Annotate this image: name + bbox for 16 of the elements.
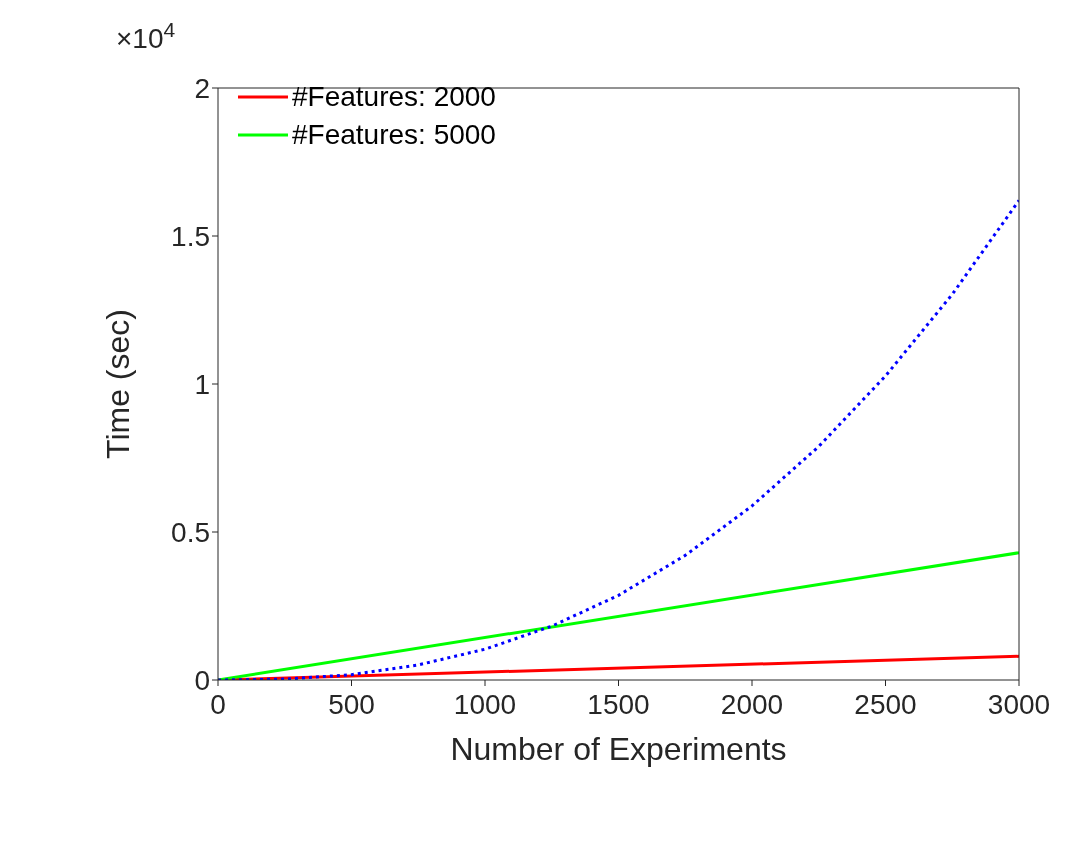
y-tick-label: 0 <box>194 664 210 696</box>
x-tick-label: 2000 <box>720 689 784 720</box>
x-tick-label: 500 <box>328 689 375 720</box>
x-axis-title: Number of Experiments <box>450 731 787 767</box>
y-tick-label: 2 <box>194 72 210 104</box>
y-tick-label: 0.5 <box>171 516 210 548</box>
x-tick-label: 1500 <box>587 689 650 720</box>
legend-label: #Features: 2000 <box>292 81 496 113</box>
x-tick-label: 3000 <box>987 689 1051 720</box>
y-tick-label: 1.5 <box>171 220 210 252</box>
text: ×10$^{4}$ <box>116 17 176 54</box>
x-tick-label: 2500 <box>854 689 917 720</box>
y-tick-label: 1 <box>194 368 210 400</box>
legend-label: #Features: 5000 <box>292 119 496 151</box>
y-axis-title: Time (sec) <box>100 309 137 459</box>
x-tick-label: 1000 <box>453 689 517 720</box>
